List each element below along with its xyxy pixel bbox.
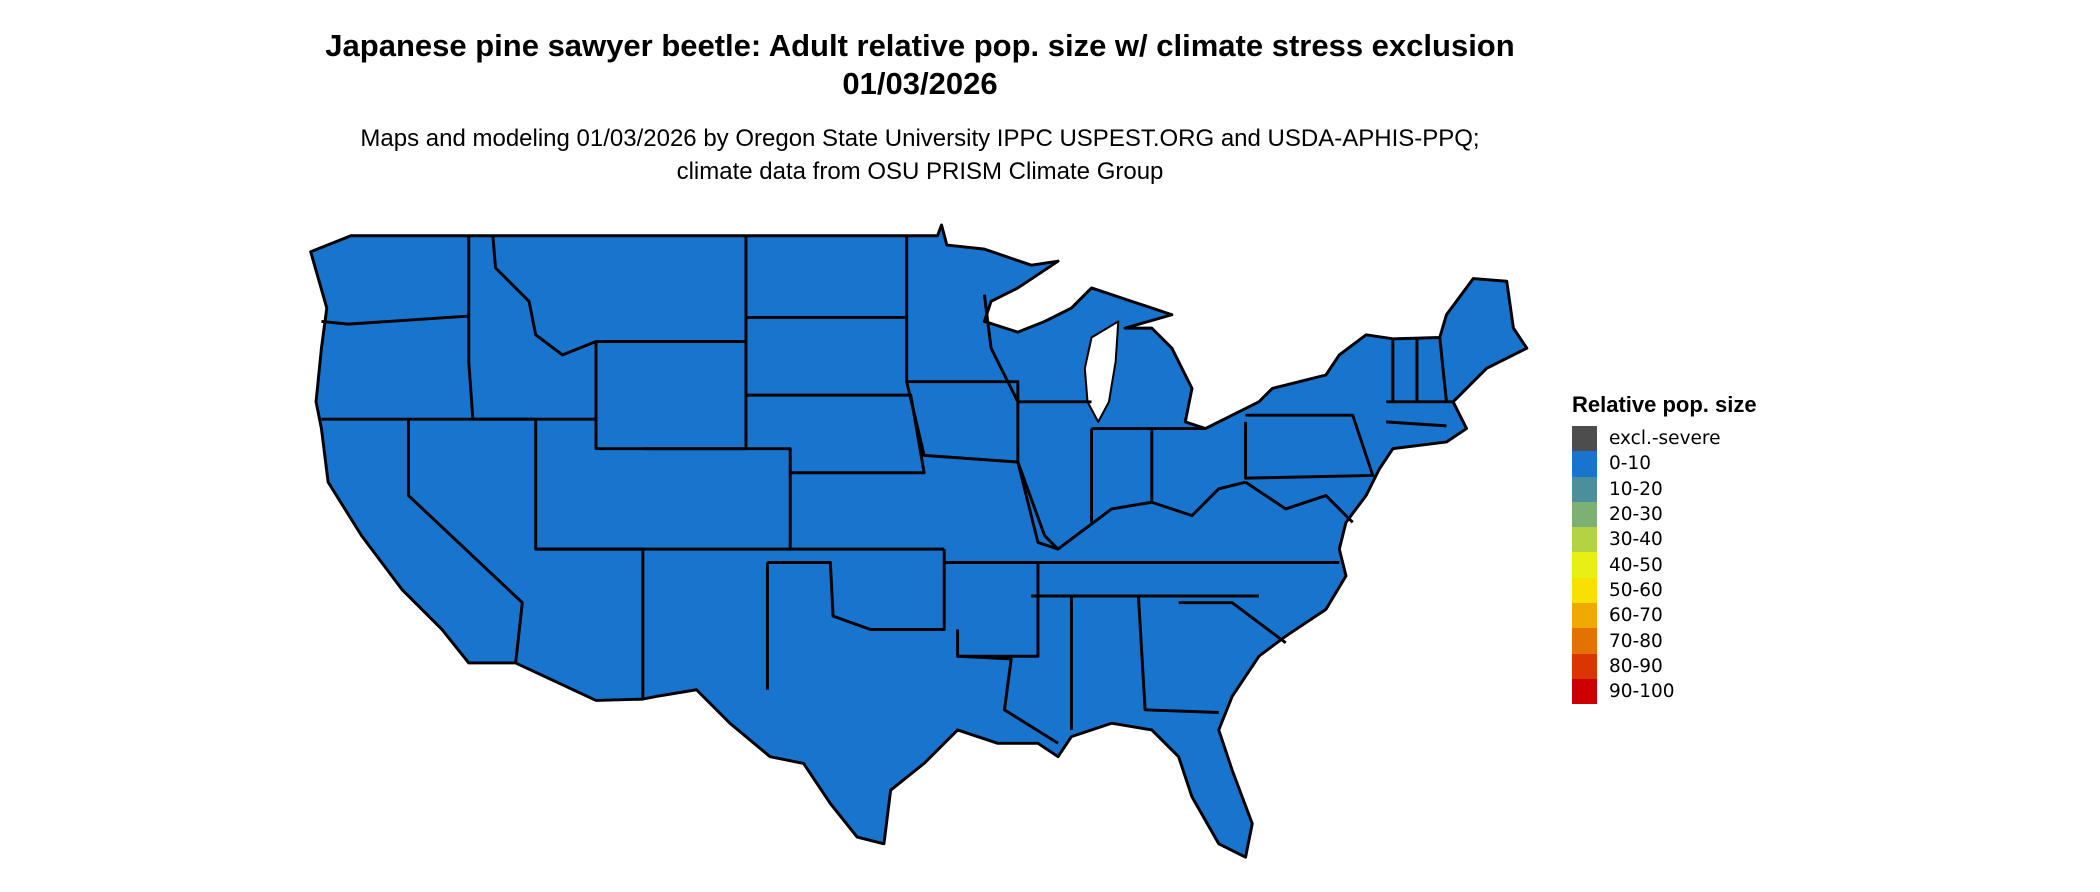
- legend-swatch: [1572, 653, 1597, 679]
- legend-swatch: [1572, 476, 1597, 502]
- map-subtitle: Maps and modeling 01/03/2026 by Oregon S…: [360, 125, 1480, 185]
- legend-item: 50-60: [1572, 577, 1757, 604]
- legend-label: excl.-severe: [1609, 428, 1721, 450]
- legend-label: 60-70: [1609, 605, 1663, 627]
- legend-swatch: [1572, 603, 1597, 629]
- legend-item: 30-40: [1572, 527, 1757, 553]
- legend-item: excl.-severe: [1572, 426, 1757, 452]
- legend-title: Relative pop. size: [1572, 392, 1757, 417]
- legend: Relative pop. size excl.-severe 0-10 10-20…: [1572, 392, 1757, 705]
- legend-label: 20-30: [1609, 504, 1663, 526]
- legend-item: 0-10: [1572, 451, 1757, 477]
- legend-label: 50-60: [1609, 579, 1663, 601]
- legend-label: 30-40: [1609, 529, 1663, 551]
- legend-swatch: [1572, 577, 1597, 604]
- legend-swatch: [1572, 678, 1597, 705]
- legend-item: 90-100: [1572, 678, 1757, 705]
- legend-swatch: [1572, 628, 1597, 654]
- legend-swatch: [1572, 552, 1597, 578]
- legend-label: 80-90: [1609, 655, 1663, 677]
- legend-item: 20-30: [1572, 501, 1757, 528]
- legend-swatch: [1572, 527, 1597, 553]
- legend-label: 90-100: [1609, 681, 1675, 703]
- state-borders: [321, 235, 1454, 745]
- legend-swatch: [1572, 426, 1597, 452]
- map-title: Japanese pine sawyer beetle: Adult relat…: [325, 28, 1515, 101]
- conus-outline: [309, 223, 1529, 859]
- legend-item: 60-70: [1572, 603, 1757, 629]
- legend-swatch: [1572, 451, 1597, 477]
- legend-label: 40-50: [1609, 554, 1663, 576]
- legend-label: 10-20: [1609, 478, 1663, 500]
- lake-michigan: [1083, 320, 1120, 423]
- legend-items: excl.-severe 0-10 10-20 20-30 30-40 40-50 50-6…: [1572, 426, 1757, 705]
- legend-label: 70-80: [1609, 630, 1663, 652]
- legend-item: 10-20: [1572, 476, 1757, 502]
- legend-item: 40-50: [1572, 552, 1757, 578]
- legend-label: 0-10: [1609, 453, 1651, 475]
- legend-item: 80-90: [1572, 653, 1757, 679]
- legend-item: 70-80: [1572, 628, 1757, 654]
- legend-swatch: [1572, 501, 1597, 528]
